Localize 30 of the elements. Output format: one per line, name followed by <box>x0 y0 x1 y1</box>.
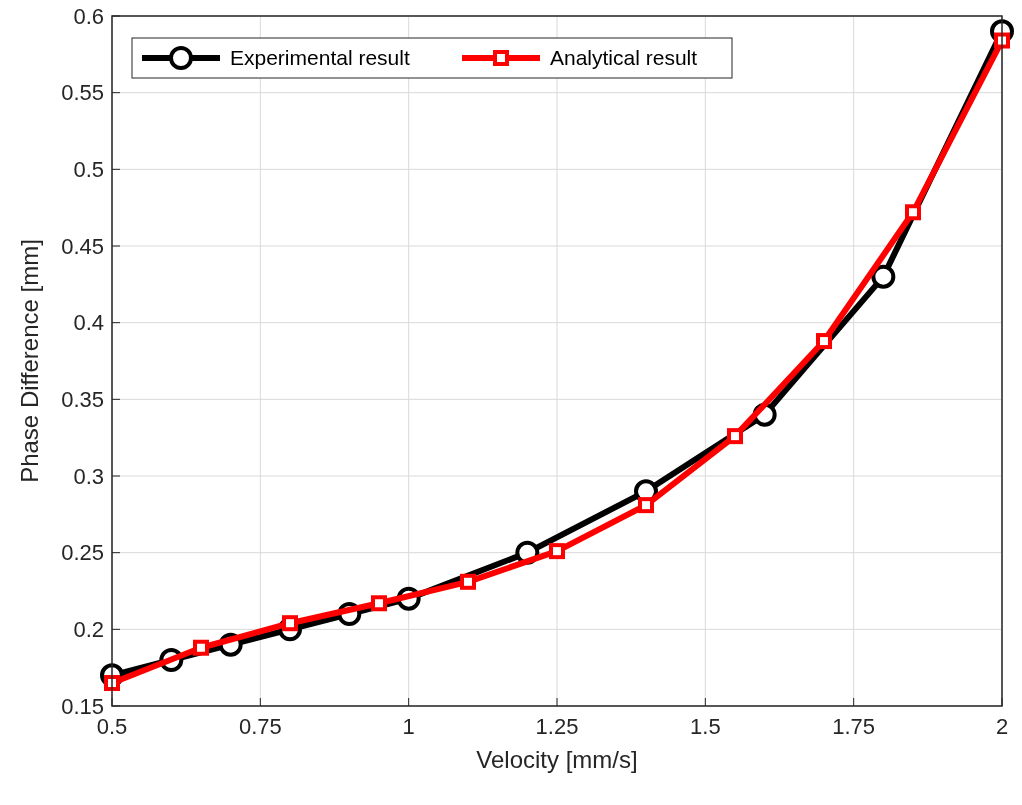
point <box>460 573 476 590</box>
legend-label: Analytical result <box>550 46 698 70</box>
point <box>104 675 120 691</box>
point <box>816 333 832 350</box>
y-tick-label: 0.6 <box>73 3 104 29</box>
y-tick-label: 0.45 <box>61 233 104 259</box>
point <box>371 595 387 612</box>
point <box>994 32 1010 49</box>
x-axis-title: Velocity [mm/s] <box>476 746 638 773</box>
y-tick-label: 0.3 <box>73 463 104 489</box>
x-tick-label: 2 <box>995 714 1009 739</box>
point <box>905 204 921 221</box>
point <box>549 543 565 560</box>
y-tick-label: 0.35 <box>61 387 104 413</box>
point <box>638 497 654 514</box>
x-tick-label: 1.75 <box>832 714 876 739</box>
point <box>871 264 896 289</box>
y-axis-title: Phase Difference [mm] <box>16 239 43 483</box>
x-tick-label: 1.25 <box>535 714 579 739</box>
y-tick-label: 0.55 <box>61 80 104 106</box>
y-tick-label: 0.5 <box>73 157 104 183</box>
x-tick-label: 1 <box>402 714 415 739</box>
point <box>193 639 209 656</box>
y-tick-label: 0.4 <box>73 310 104 336</box>
y-tick-label: 0.2 <box>73 617 104 643</box>
legend-label: Experimental result <box>230 46 410 70</box>
point <box>727 428 743 445</box>
y-tick-label: 0.25 <box>61 540 104 566</box>
x-tick-label: 1.5 <box>690 714 721 739</box>
x-tick-label: 0.75 <box>238 714 282 739</box>
